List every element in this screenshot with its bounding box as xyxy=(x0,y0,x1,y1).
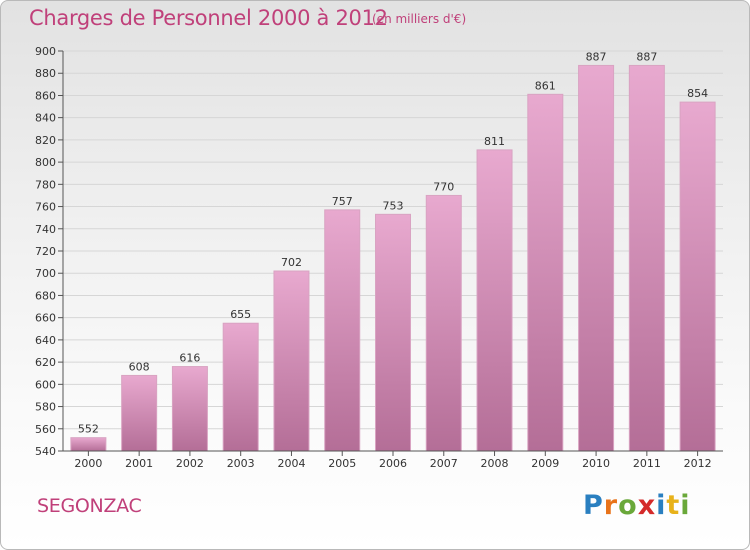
y-tick-label: 580 xyxy=(35,401,56,414)
x-tick-label: 2001 xyxy=(125,457,153,470)
y-tick-label: 760 xyxy=(35,201,56,214)
y-tick-label: 620 xyxy=(35,356,56,369)
y-tick-label: 680 xyxy=(35,289,56,302)
logo-letter: x xyxy=(637,490,657,521)
data-label: 770 xyxy=(433,180,454,193)
x-tick-label: 2006 xyxy=(379,457,407,470)
y-tick-label: 560 xyxy=(35,423,56,436)
bar-2009 xyxy=(527,93,564,452)
x-tick-label: 2004 xyxy=(277,457,305,470)
commune-name: SEGONZAC xyxy=(37,495,142,517)
x-tick-label: 2008 xyxy=(481,457,509,470)
y-tick-label: 640 xyxy=(35,334,56,347)
axes: 540 560 580 600 620 640 660 680 700 720 740 760 780 8… xyxy=(35,45,723,470)
y-tick-label: 860 xyxy=(35,89,56,102)
bar-2002 xyxy=(171,366,208,452)
data-label: 887 xyxy=(636,50,657,63)
x-tick-label: 2005 xyxy=(328,457,356,470)
data-label: 861 xyxy=(535,79,556,92)
data-label: 552 xyxy=(78,423,99,436)
logo-letter: t xyxy=(666,490,681,521)
bars xyxy=(70,64,716,452)
y-tick-label: 900 xyxy=(35,45,56,58)
y-tick-label: 720 xyxy=(35,245,56,258)
data-label: 757 xyxy=(332,195,353,208)
logo-letter: i xyxy=(680,490,691,521)
y-tick-label: 660 xyxy=(35,312,56,325)
bar-2006 xyxy=(375,213,411,452)
bar-2005 xyxy=(324,209,361,452)
x-tick-label: 2007 xyxy=(430,457,458,470)
y-tick-label: 740 xyxy=(35,223,56,236)
bar-2011 xyxy=(628,64,665,452)
data-label: 811 xyxy=(484,135,505,148)
bar-2010 xyxy=(578,64,615,452)
proxiti-logo: Proxiti xyxy=(583,490,691,521)
chart-subtitle: (en milliers d'€) xyxy=(372,12,467,26)
data-label: 655 xyxy=(230,308,251,321)
data-label: 887 xyxy=(586,50,607,63)
y-tick-label: 880 xyxy=(35,67,56,80)
x-tick-label: 2011 xyxy=(633,457,661,470)
x-tick-label: 2000 xyxy=(74,457,102,470)
x-tick-label: 2012 xyxy=(684,457,712,470)
chart-title: Charges de Personnel 2000 à 2012 xyxy=(29,6,388,30)
x-tick-label: 2010 xyxy=(582,457,610,470)
data-label: 854 xyxy=(687,87,708,100)
x-tick-label: 2009 xyxy=(531,457,559,470)
x-tick-label: 2003 xyxy=(227,457,255,470)
data-label: 702 xyxy=(281,256,302,269)
data-label: 616 xyxy=(179,352,200,365)
bar-2003 xyxy=(222,322,259,452)
y-tick-label: 780 xyxy=(35,178,56,191)
x-tick-label: 2002 xyxy=(176,457,204,470)
data-label: 608 xyxy=(129,360,150,373)
y-tick-label: 820 xyxy=(35,134,56,147)
bar-2004 xyxy=(273,270,310,452)
logo-letter: r xyxy=(603,490,619,521)
bar-2012 xyxy=(679,101,716,452)
logo-letter: i xyxy=(656,490,667,521)
y-tick-label: 600 xyxy=(35,378,56,391)
bar-2000 xyxy=(70,437,107,452)
y-tick-label: 840 xyxy=(35,112,56,125)
y-tick-label: 800 xyxy=(35,156,56,169)
logo-letter: o xyxy=(618,490,638,521)
bar-2008 xyxy=(476,149,513,452)
data-labels: 552 608 616 655 702 757 753 770 811 861 887 887 854 xyxy=(78,50,708,435)
bar-2007 xyxy=(425,194,462,452)
logo-letter: P xyxy=(583,490,604,521)
data-label: 753 xyxy=(383,199,404,212)
y-tick-label: 700 xyxy=(35,267,56,280)
y-tick-label: 540 xyxy=(35,445,56,458)
bar-2001 xyxy=(121,374,158,452)
